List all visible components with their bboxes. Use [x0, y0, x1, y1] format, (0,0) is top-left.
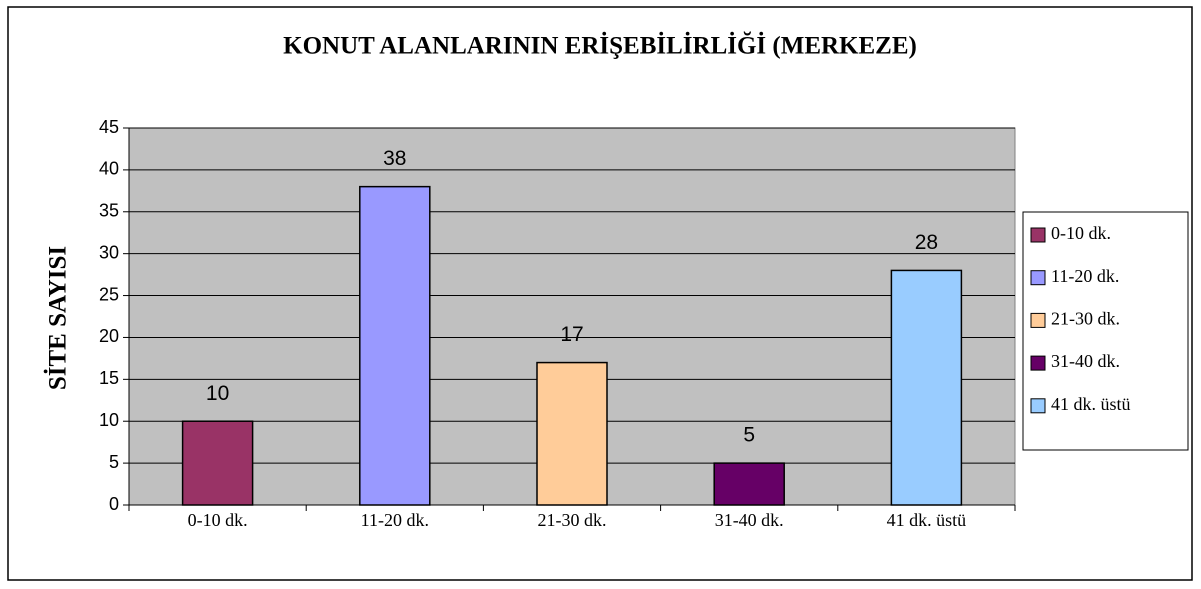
legend-label: 21-30 dk. — [1051, 309, 1120, 329]
legend-swatch — [1030, 270, 1046, 286]
legend-label: 11-20 dk. — [1051, 266, 1119, 286]
y-tick-label: 20 — [99, 326, 119, 346]
y-tick-label: 35 — [99, 201, 119, 221]
legend-label: 0-10 dk. — [1051, 223, 1111, 243]
bar — [181, 420, 254, 506]
y-tick-label: 15 — [99, 368, 119, 388]
y-tick-label: 5 — [109, 452, 119, 472]
chart-title: KONUT ALANLARININ ERİŞEBİLİRLİĞİ (MERKEZ… — [283, 31, 917, 60]
data-label: 17 — [560, 323, 583, 346]
x-tick-label: 0-10 dk. — [188, 510, 248, 530]
legend — [1022, 211, 1189, 451]
legend-label: 41 dk. üstü — [1051, 394, 1131, 414]
y-tick-label: 45 — [99, 117, 119, 137]
data-label: 28 — [915, 231, 938, 254]
data-label: 38 — [383, 147, 406, 170]
y-tick-label: 30 — [99, 242, 119, 262]
y-axis-label: SİTE SAYISI — [44, 246, 72, 390]
bar — [536, 361, 608, 506]
y-tick-label: 40 — [99, 159, 119, 179]
legend-swatch — [1030, 312, 1046, 328]
x-tick-label: 41 dk. üstü — [887, 510, 967, 530]
x-tick-label: 31-40 dk. — [715, 510, 784, 530]
bar — [359, 185, 431, 506]
legend-label: 31-40 dk. — [1051, 351, 1120, 371]
bar — [713, 462, 785, 506]
legend-swatch — [1030, 227, 1046, 243]
data-label: 10 — [206, 382, 229, 405]
bar — [890, 269, 963, 506]
y-tick-label: 10 — [99, 410, 119, 430]
legend-swatch — [1030, 398, 1046, 414]
data-label: 5 — [743, 424, 755, 447]
y-tick-label: 0 — [109, 494, 119, 514]
x-tick-label: 11-20 dk. — [361, 510, 429, 530]
legend-swatch — [1030, 355, 1046, 371]
x-tick-label: 21-30 dk. — [538, 510, 607, 530]
y-tick-label: 25 — [99, 284, 119, 304]
